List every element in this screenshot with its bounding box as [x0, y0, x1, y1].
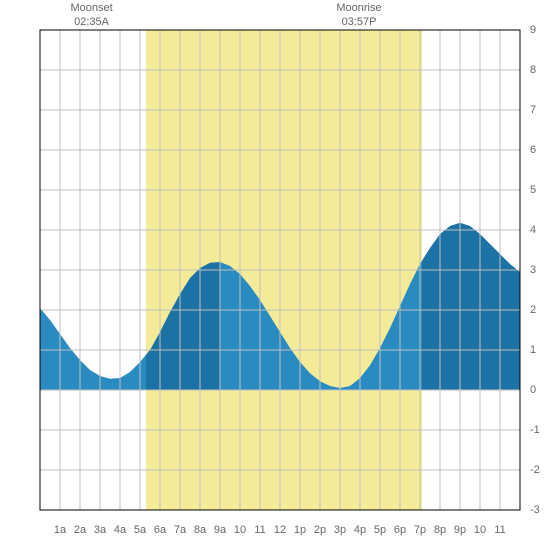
svg-text:-1: -1 — [530, 424, 540, 436]
svg-text:0: 0 — [530, 384, 536, 396]
svg-text:12: 12 — [274, 524, 286, 536]
svg-text:2p: 2p — [314, 524, 326, 536]
svg-text:8p: 8p — [434, 524, 446, 536]
svg-text:4a: 4a — [114, 524, 127, 536]
svg-text:9p: 9p — [454, 524, 466, 536]
moonrise-annotation: Moonrise 03:57P — [336, 2, 381, 30]
svg-text:2: 2 — [530, 304, 536, 316]
moonset-title: Moonset — [70, 2, 112, 16]
svg-text:7: 7 — [530, 104, 536, 116]
svg-text:5a: 5a — [134, 524, 147, 536]
svg-text:6: 6 — [530, 144, 536, 156]
svg-text:3a: 3a — [94, 524, 107, 536]
svg-text:1p: 1p — [294, 524, 306, 536]
svg-text:9a: 9a — [214, 524, 227, 536]
svg-text:-3: -3 — [530, 504, 540, 516]
svg-text:6p: 6p — [394, 524, 406, 536]
svg-text:5p: 5p — [374, 524, 386, 536]
chart-svg: -3-2-101234567891a2a3a4a5a6a7a8a9a101112… — [0, 0, 550, 550]
svg-text:7p: 7p — [414, 524, 426, 536]
svg-text:11: 11 — [494, 524, 505, 536]
svg-text:4p: 4p — [354, 524, 366, 536]
svg-text:3p: 3p — [334, 524, 346, 536]
svg-text:-2: -2 — [530, 464, 540, 476]
svg-text:4: 4 — [530, 224, 536, 236]
svg-text:10: 10 — [234, 524, 246, 536]
svg-text:1a: 1a — [54, 524, 67, 536]
svg-text:5: 5 — [530, 184, 536, 196]
moonrise-title: Moonrise — [336, 2, 381, 16]
svg-text:8a: 8a — [194, 524, 207, 536]
moonset-annotation: Moonset 02:35A — [70, 2, 112, 30]
svg-text:6a: 6a — [154, 524, 167, 536]
moonrise-time: 03:57P — [336, 16, 381, 30]
svg-text:1: 1 — [530, 344, 536, 356]
svg-text:2a: 2a — [74, 524, 87, 536]
svg-text:10: 10 — [474, 524, 486, 536]
moonset-time: 02:35A — [70, 16, 112, 30]
tide-chart: -3-2-101234567891a2a3a4a5a6a7a8a9a101112… — [0, 0, 550, 550]
svg-text:3: 3 — [530, 264, 536, 276]
svg-text:8: 8 — [530, 64, 536, 76]
svg-text:9: 9 — [530, 24, 536, 36]
svg-text:11: 11 — [254, 524, 265, 536]
svg-text:7a: 7a — [174, 524, 187, 536]
